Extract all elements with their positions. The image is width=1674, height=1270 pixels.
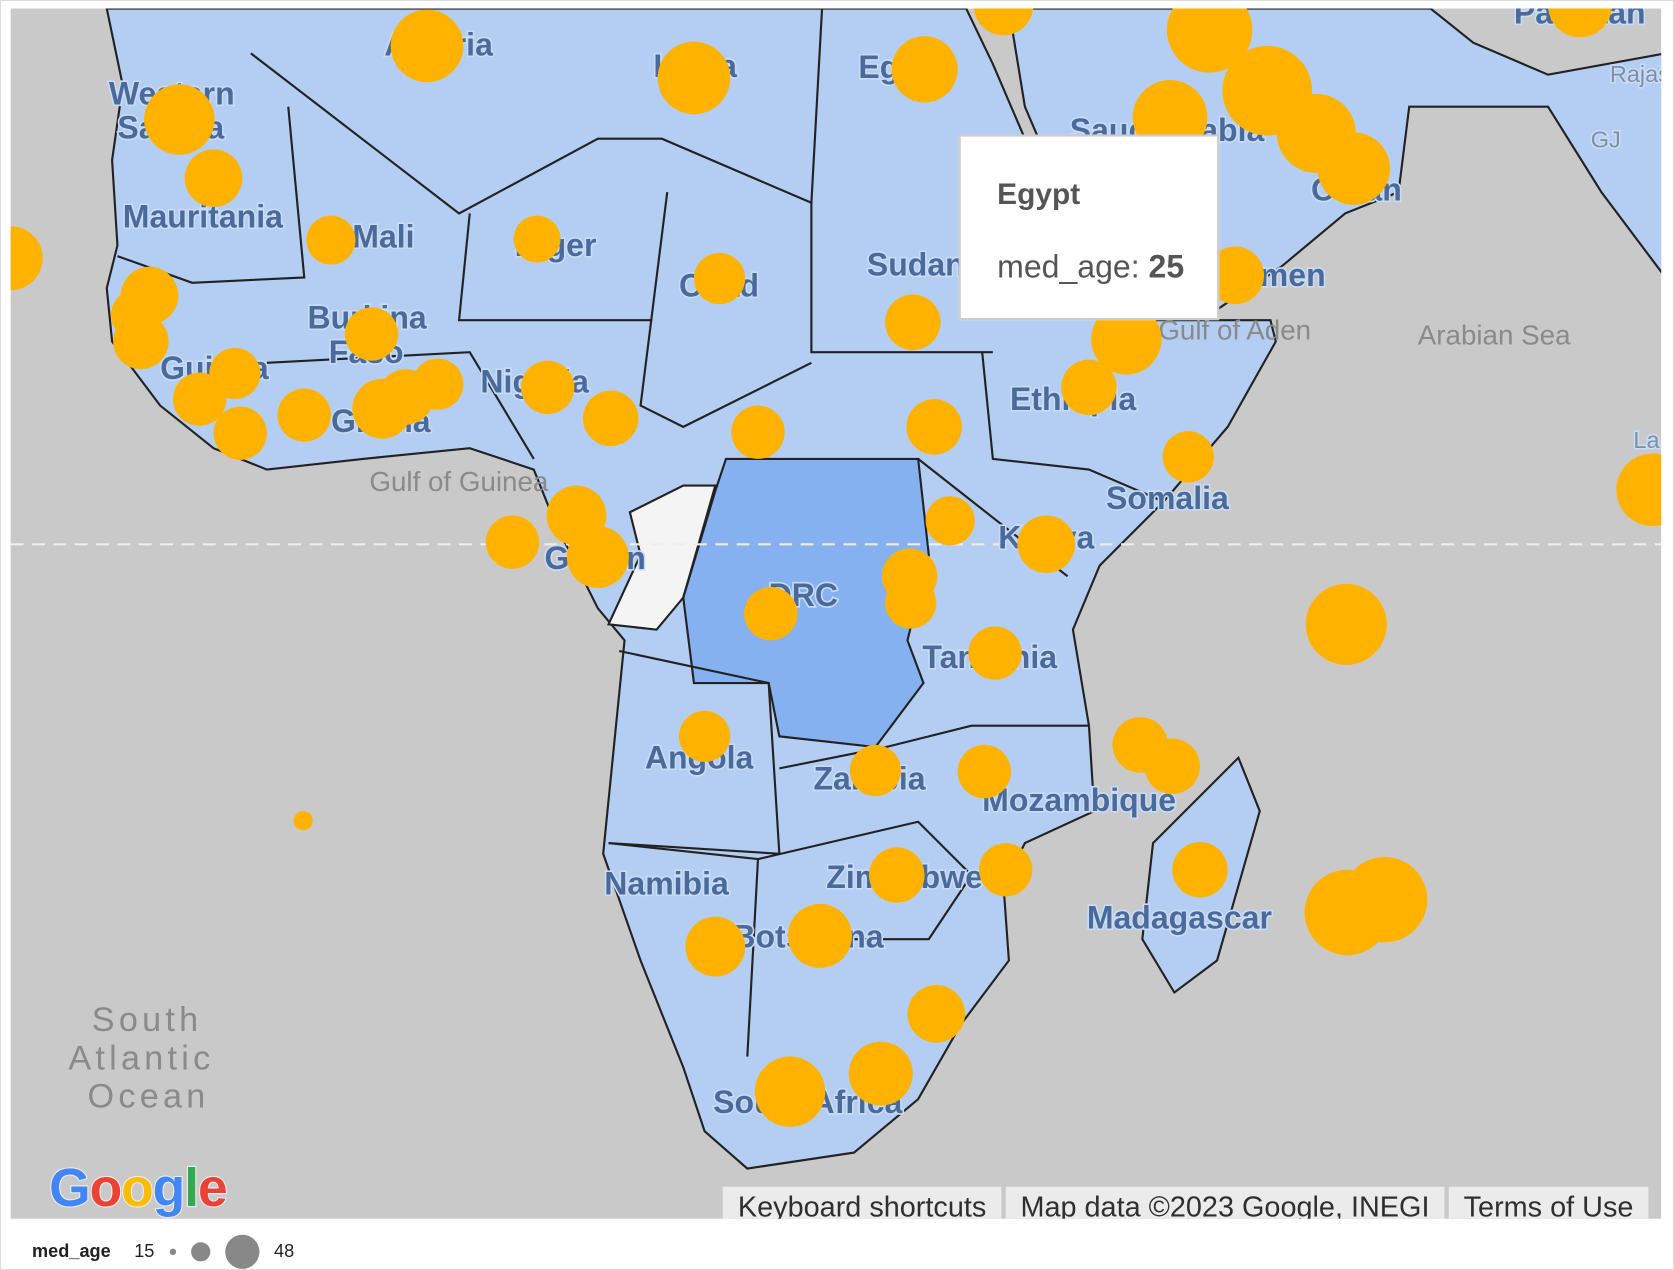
water-label: Atlantic xyxy=(68,1039,214,1077)
country-bubble[interactable] xyxy=(213,406,267,460)
google-logo: Google xyxy=(48,1157,229,1219)
country-bubble[interactable] xyxy=(1144,738,1200,794)
country-bubble[interactable] xyxy=(1548,8,1612,38)
country-bubble[interactable] xyxy=(485,515,540,569)
water-label: South xyxy=(92,1001,203,1039)
tooltip-value: 25 xyxy=(1148,249,1185,285)
country-bubble[interactable] xyxy=(925,496,975,546)
country-label: Madagascar xyxy=(1087,899,1272,935)
country-label: Mali xyxy=(352,219,414,255)
country-bubble[interactable] xyxy=(306,215,356,265)
legend-dot-medium xyxy=(190,1242,210,1262)
country-bubble[interactable] xyxy=(1017,515,1076,574)
country-label: Mozambique xyxy=(982,782,1176,818)
tooltip-field: med_age xyxy=(997,249,1131,285)
bubble-layer xyxy=(10,8,1662,1127)
country-bubble[interactable] xyxy=(1061,359,1117,416)
tooltip: Egypt med_age: 25 xyxy=(958,134,1220,321)
country-bubble[interactable] xyxy=(957,744,1012,799)
country-bubble[interactable] xyxy=(582,390,639,447)
country-bubble[interactable] xyxy=(1616,453,1662,527)
country-bubble[interactable] xyxy=(891,36,958,103)
country-bubble[interactable] xyxy=(1091,304,1162,375)
country-bubble[interactable] xyxy=(978,843,1033,897)
country-bubble[interactable] xyxy=(968,626,1022,680)
country-bubble[interactable] xyxy=(693,252,746,305)
country-bubble[interactable] xyxy=(144,84,215,155)
country-label: Sudan xyxy=(867,246,965,282)
country-bubble[interactable] xyxy=(390,9,464,83)
legend-max: 48 xyxy=(273,1241,295,1262)
water-label: Arabian Sea xyxy=(1418,320,1571,351)
country-bubble[interactable] xyxy=(885,294,941,351)
country-bubble[interactable] xyxy=(566,526,629,589)
country-bubble[interactable] xyxy=(293,811,313,831)
country-bubble[interactable] xyxy=(344,307,399,361)
country-bubble[interactable] xyxy=(513,215,561,263)
keyboard-shortcuts-button[interactable]: Keyboard shortcuts xyxy=(722,1186,1002,1219)
country-bubble[interactable] xyxy=(657,41,731,115)
congo-no-data[interactable] xyxy=(606,484,717,631)
country-label: Rajasthan xyxy=(1610,61,1661,87)
country-bubble[interactable] xyxy=(849,744,902,797)
country-bubble[interactable] xyxy=(907,985,966,1043)
country-bubble[interactable] xyxy=(787,903,852,968)
legend-dot-large xyxy=(224,1234,260,1269)
country-bubble[interactable] xyxy=(277,388,331,442)
country-bubble[interactable] xyxy=(973,8,1034,36)
country-bubble[interactable] xyxy=(754,1056,826,1127)
country-bubble[interactable] xyxy=(520,360,575,415)
country-label: La xyxy=(1633,427,1660,453)
country-bubble[interactable] xyxy=(10,226,43,291)
tooltip-row: med_age: 25 xyxy=(997,249,1185,285)
country-bubble[interactable] xyxy=(172,372,227,426)
country-bubble[interactable] xyxy=(685,916,746,977)
country-bubble[interactable] xyxy=(1166,8,1253,73)
country-bubble[interactable] xyxy=(731,405,785,459)
legend-min: 15 xyxy=(134,1241,155,1262)
country-bubble[interactable] xyxy=(744,586,798,641)
map-area[interactable]: WesternSaharaMauritaniaMaliAlgeriaLibyaE… xyxy=(10,8,1662,1219)
terms-of-use-link[interactable]: Terms of Use xyxy=(1448,1186,1649,1219)
country-bubble[interactable] xyxy=(869,847,925,903)
country-bubble[interactable] xyxy=(412,358,464,410)
water-label: Ocean xyxy=(88,1078,210,1116)
water-label: Gulf of Guinea xyxy=(369,466,549,497)
drc-highlight[interactable] xyxy=(682,457,930,749)
country-label: Namibia xyxy=(604,865,730,901)
country-bubble[interactable] xyxy=(1162,431,1214,483)
country-label: Somalia xyxy=(1106,480,1230,516)
country-label: GJ xyxy=(1591,126,1621,152)
country-bubble[interactable] xyxy=(1305,583,1387,665)
size-legend: med_age 15 48 xyxy=(32,1234,295,1269)
country-bubble[interactable] xyxy=(885,577,937,629)
attribution-bar: Keyboard shortcuts Map data ©2023 Google… xyxy=(722,1186,1649,1219)
tooltip-title: Egypt xyxy=(997,177,1081,211)
country-bubble[interactable] xyxy=(848,1041,913,1106)
country-bubble[interactable] xyxy=(1341,856,1428,943)
map-svg: WesternSaharaMauritaniaMaliAlgeriaLibyaE… xyxy=(10,8,1662,1170)
country-bubble[interactable] xyxy=(184,149,243,208)
legend-dot-small xyxy=(169,1248,176,1256)
country-bubble[interactable] xyxy=(678,710,731,762)
country-bubble[interactable] xyxy=(1206,246,1265,305)
country-bubble[interactable] xyxy=(1317,132,1391,205)
map-data-attribution[interactable]: Map data ©2023 Google, INEGI xyxy=(1005,1186,1445,1219)
country-bubble[interactable] xyxy=(113,313,169,370)
country-bubble[interactable] xyxy=(906,399,962,455)
country-bubble[interactable] xyxy=(1172,842,1228,898)
legend-title: med_age xyxy=(32,1241,111,1262)
